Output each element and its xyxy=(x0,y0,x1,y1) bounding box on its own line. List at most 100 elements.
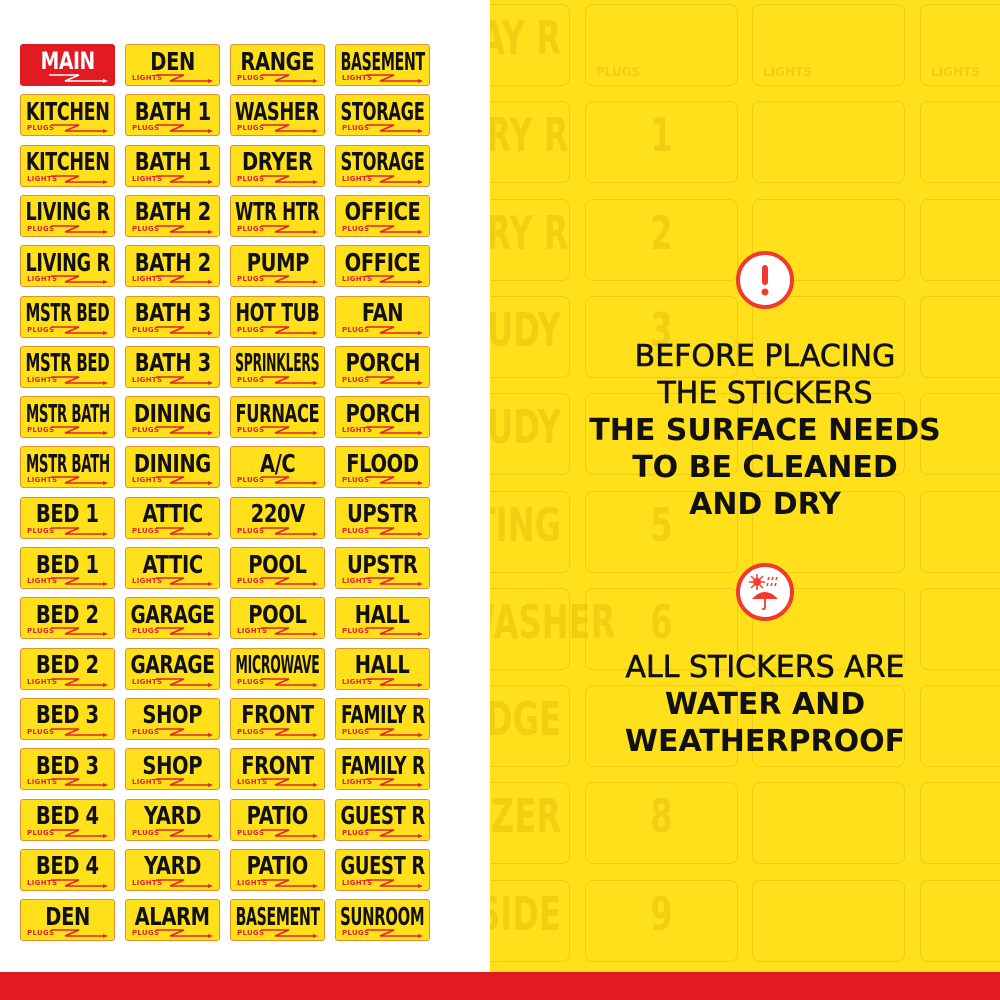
sticker-sublabel: PLUGS xyxy=(132,929,160,938)
lightning-arrow-icon xyxy=(366,878,423,888)
sticker-label: GUEST R xyxy=(336,851,429,881)
sticker-label: ALARM xyxy=(126,901,219,931)
sticker-mstr-bath-lights: MSTR BATH LIGHTS xyxy=(20,446,115,489)
sticker-label-text: PORCH xyxy=(345,348,420,378)
lightning-arrow-icon xyxy=(51,526,108,536)
sticker-label-text: PUMP xyxy=(246,247,309,277)
sticker-family-r-plugs: FAMILY R PLUGS xyxy=(335,697,430,740)
lightning-arrow-icon xyxy=(156,325,213,335)
sticker-label: KITCHEN xyxy=(21,147,114,177)
watermark-sticker xyxy=(920,490,1000,573)
watermark-sticker xyxy=(585,685,738,768)
sticker-label: DEN xyxy=(126,46,219,76)
watermark-sticker: 1 xyxy=(585,101,738,184)
sticker-wtr-htr-plugs: WTR HTR PLUGS xyxy=(230,194,325,237)
sticker-sublabel: PLUGS xyxy=(27,727,55,736)
lightning-arrow-icon xyxy=(51,778,108,788)
sticker-range-plugs: RANGE PLUGS xyxy=(230,44,325,86)
sticker-label-text: SPRINKLERS xyxy=(235,348,320,378)
sticker-label-text: BED 3 xyxy=(36,750,99,780)
lightning-arrow-icon xyxy=(261,476,318,486)
sticker-sublabel: PLUGS xyxy=(237,577,265,585)
watermark-sticker xyxy=(920,879,1000,962)
sticker-shop-lights: SHOP LIGHTS xyxy=(125,748,220,791)
sticker-kitchen-lights: KITCHEN LIGHTS xyxy=(20,144,115,187)
sticker-sublabel: PLUGS xyxy=(132,325,160,334)
sticker-sublabel: PLUGS xyxy=(342,375,370,384)
sticker-basement-lights: BASEMENT LIGHTS xyxy=(335,44,430,86)
watermark-text: 5 xyxy=(650,497,673,552)
sticker-kitchen-plugs: KITCHEN PLUGS xyxy=(20,94,115,137)
watermark-sticker xyxy=(920,587,1000,670)
sticker-label: STORAGE xyxy=(336,96,429,126)
watermark-sticker: LIGHTS xyxy=(920,4,1000,86)
sticker-label: HOT TUB xyxy=(231,298,324,328)
sticker-label-text: A/C xyxy=(259,448,296,478)
sticker-label-text: OFFICE xyxy=(344,197,421,227)
sticker-bath-1-lights: BATH 1 LIGHTS xyxy=(125,144,220,187)
watermark-sticker xyxy=(920,782,1000,865)
lightning-arrow-icon xyxy=(261,225,318,234)
sticker-label-text: STORAGE xyxy=(340,96,425,126)
sticker-sublabel: LIGHTS xyxy=(27,878,58,887)
sticker-label-text: LIVING R xyxy=(25,247,110,277)
sticker-sublabel: LIGHTS xyxy=(132,778,163,787)
sticker-bed-1-lights: BED 1 LIGHTS xyxy=(20,547,115,589)
lightning-arrow-icon xyxy=(366,677,423,687)
sticker-label: HALL xyxy=(336,650,429,680)
sticker-patio-lights: PATIO LIGHTS xyxy=(230,848,325,891)
lightning-arrow-icon xyxy=(261,627,318,637)
sticker-label-text: BED 1 xyxy=(36,549,99,579)
sticker-label: RANGE xyxy=(231,46,324,76)
sticker-label-text: GARAGE xyxy=(130,599,215,629)
sticker-sublabel: LIGHTS xyxy=(27,577,58,585)
sticker-sublabel: PLUGS xyxy=(132,124,160,133)
sticker-label-text: BATH 1 xyxy=(134,147,211,177)
sticker-label-text: HOT TUB xyxy=(235,298,320,327)
lightning-arrow-icon xyxy=(51,677,108,687)
lightning-arrow-icon xyxy=(366,124,423,134)
exclamation-icon xyxy=(736,251,794,309)
sticker-label-text: MAIN xyxy=(40,47,95,75)
sticker-sublabel: PLUGS xyxy=(237,727,265,736)
sticker-label-text: KITCHEN xyxy=(25,96,110,126)
sticker-label: GARAGE xyxy=(126,650,219,680)
lightning-arrow-icon xyxy=(261,929,318,939)
sticker-label: POOL xyxy=(231,599,324,629)
sticker-patio-plugs: PATIO PLUGS xyxy=(230,798,325,841)
sticker-label: FAN xyxy=(336,298,429,328)
lightning-arrow-icon xyxy=(51,929,108,939)
sticker-sublabel: LIGHTS xyxy=(27,677,58,686)
sticker-label-text: FURNACE xyxy=(235,398,320,428)
sticker-label: FRONT xyxy=(231,700,324,730)
sticker-sublabel: PLUGS xyxy=(237,526,265,535)
watermark-text: 8 xyxy=(650,789,673,844)
sticker-sublabel: PLUGS xyxy=(237,426,265,435)
sticker-pool-plugs: POOL PLUGS xyxy=(230,547,325,589)
sticker-label-text: BED 2 xyxy=(36,599,99,629)
sticker-bed-2-lights: BED 2 LIGHTS xyxy=(20,647,115,690)
lightning-arrow-icon xyxy=(156,426,213,436)
watermark-sticker: 8 xyxy=(585,782,738,865)
sticker-label-text: FRONT xyxy=(241,750,314,780)
sticker-label-text: BASEMENT xyxy=(340,46,425,76)
sticker-label-text: HALL xyxy=(355,599,410,629)
watermark-sticker: TING xyxy=(490,490,570,573)
sticker-label-text: PATIO xyxy=(246,801,309,830)
sticker-hall-lights: HALL LIGHTS xyxy=(335,647,430,690)
sticker-label-text: MICROWAVE xyxy=(235,650,320,680)
sticker-sublabel: LIGHTS xyxy=(342,577,373,585)
sticker-sublabel: LIGHTS xyxy=(342,878,373,887)
watermark-text: WASHER xyxy=(490,594,616,649)
watermark-sticker xyxy=(752,685,905,768)
lightning-arrow-icon xyxy=(366,476,423,486)
sticker-label: BATH 3 xyxy=(126,348,219,378)
sticker-storage-lights: STORAGE LIGHTS xyxy=(335,144,430,187)
lightning-arrow-icon xyxy=(156,174,213,184)
sticker-sublabel: PLUGS xyxy=(27,224,55,233)
sticker-label-text: MSTR BED xyxy=(25,298,110,327)
sticker-hot-tub-plugs: HOT TUB PLUGS xyxy=(230,295,325,338)
sticker-label: FLOOD xyxy=(336,448,429,478)
lightning-arrow-icon xyxy=(261,74,318,83)
bottom-bar xyxy=(0,972,1000,1000)
